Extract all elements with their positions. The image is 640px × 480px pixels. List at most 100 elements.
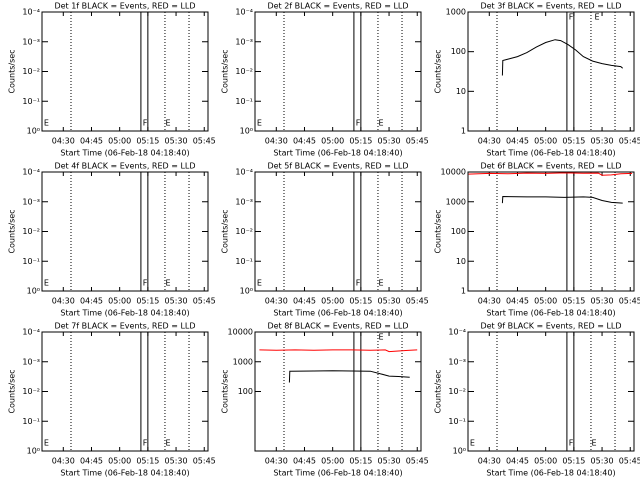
y-tick-label: 10⁰ [240, 287, 253, 296]
x-tick-label: 05:45 [193, 297, 216, 306]
plot-frame [467, 11, 635, 132]
panel-title: Det 6f BLACK = Events, RED = LLD [480, 162, 621, 171]
plot-frame [41, 11, 209, 132]
event-marker: E [165, 439, 170, 448]
x-tick-label: 04:30 [478, 297, 501, 306]
x-tick-label: 05:30 [378, 137, 401, 146]
event-marker: E [591, 439, 596, 448]
x-tick-label: 05:30 [165, 457, 188, 466]
x-tick-label: 04:30 [265, 137, 288, 146]
x-axis-label: Start Time (06-Feb-18 04:18:40) [273, 149, 402, 158]
y-axis-label: Counts/sec [8, 209, 17, 253]
x-tick-label: 04:30 [478, 137, 501, 146]
x-tick-label: 05:00 [108, 457, 131, 466]
x-axis-label: Start Time (06-Feb-18 04:18:40) [60, 469, 189, 478]
y-tick-label: 10⁻² [448, 387, 466, 396]
x-tick-label: 05:00 [534, 297, 557, 306]
x-tick-label: 05:15 [562, 457, 585, 466]
event-marker: F [356, 119, 361, 128]
event-marker: E [594, 13, 599, 22]
x-tick-label: 05:30 [378, 297, 401, 306]
x-tick-label: 04:45 [506, 297, 529, 306]
y-tick-label: 1000 [446, 8, 466, 17]
plot-frame [41, 331, 209, 452]
y-tick-label: 10⁻¹ [235, 97, 253, 106]
event-marker: E [470, 439, 475, 448]
panel: Det 1f BLACK = Events, RED = LLD Start Ti… [8, 2, 216, 158]
y-tick-label: 10 [456, 87, 466, 96]
x-tick-label: 04:45 [80, 457, 103, 466]
event-marker: E [257, 279, 262, 288]
panel-title: Det 3f BLACK = Events, RED = LLD [480, 2, 621, 11]
x-axis-label: Start Time (06-Feb-18 04:18:40) [60, 309, 189, 318]
x-tick-label: 05:30 [165, 137, 188, 146]
data-line [501, 195, 623, 204]
y-tick-label: 10⁻² [235, 227, 253, 236]
y-tick-label: 10⁻² [22, 67, 40, 76]
plot-frame [467, 331, 635, 452]
x-tick-label: 05:15 [349, 137, 372, 146]
panel: Det 2f BLACK = Events, RED = LLD Start Ti… [221, 2, 429, 158]
y-tick-label: 10⁰ [27, 127, 40, 136]
x-tick-label: 05:45 [619, 297, 640, 306]
y-tick-label: 10⁰ [27, 287, 40, 296]
panel: Det 7f BLACK = Events, RED = LLD Start Ti… [8, 322, 216, 478]
y-tick-label: 10⁻¹ [22, 417, 40, 426]
panel: Det 8f BLACK = Events, RED = LLD Start Ti… [221, 322, 429, 478]
x-tick-label: 05:15 [136, 297, 159, 306]
y-tick-label: 10⁻⁴ [235, 168, 253, 177]
y-tick-label: 1000 [233, 357, 253, 366]
event-marker: F [143, 279, 148, 288]
y-tick-label: 10⁻² [235, 67, 253, 76]
x-axis-label: Start Time (06-Feb-18 04:18:40) [273, 469, 402, 478]
x-tick-label: 05:45 [619, 457, 640, 466]
x-axis-label: Start Time (06-Feb-18 04:18:40) [486, 149, 615, 158]
panel-title: Det 1f BLACK = Events, RED = LLD [54, 2, 195, 11]
x-tick-label: 05:30 [591, 297, 614, 306]
data-line [259, 349, 418, 353]
panel: Det 3f BLACK = Events, RED = LLD Start Ti… [434, 2, 640, 158]
event-marker: E [257, 119, 262, 128]
y-tick-label: 10⁻³ [22, 357, 40, 366]
data-line [501, 39, 624, 76]
y-axis-label: Counts/sec [221, 49, 230, 93]
y-tick-label: 10000 [441, 168, 466, 177]
y-tick-label: 10⁻³ [448, 357, 466, 366]
x-tick-label: 05:00 [321, 137, 344, 146]
x-tick-label: 05:30 [378, 457, 401, 466]
y-axis-label: Counts/sec [434, 49, 443, 93]
x-tick-label: 04:45 [80, 137, 103, 146]
x-tick-label: 04:30 [265, 457, 288, 466]
x-axis-label: Start Time (06-Feb-18 04:18:40) [486, 309, 615, 318]
event-marker: F [569, 439, 574, 448]
panel-title: Det 9f BLACK = Events, RED = LLD [480, 322, 621, 331]
x-tick-label: 04:30 [52, 297, 75, 306]
y-tick-label: 100 [451, 47, 466, 56]
y-tick-label: 10⁰ [453, 447, 466, 456]
x-tick-label: 05:45 [406, 137, 429, 146]
panel: Det 5f BLACK = Events, RED = LLD Start Ti… [221, 162, 429, 318]
data-line [468, 172, 633, 176]
y-tick-label: 10⁻³ [22, 37, 40, 46]
panel-title: Det 8f BLACK = Events, RED = LLD [267, 322, 408, 331]
panel-title: Det 2f BLACK = Events, RED = LLD [267, 2, 408, 11]
x-tick-label: 05:00 [534, 457, 557, 466]
y-tick-label: 10 [456, 257, 466, 266]
x-tick-label: 05:30 [591, 457, 614, 466]
x-tick-label: 05:15 [562, 297, 585, 306]
y-tick-label: 10⁻¹ [448, 417, 466, 426]
x-tick-label: 05:00 [108, 297, 131, 306]
event-marker: F [143, 439, 148, 448]
event-marker: F [356, 279, 361, 288]
x-tick-label: 05:15 [349, 457, 372, 466]
event-marker: E [378, 333, 383, 342]
y-tick-label: 10⁻¹ [235, 257, 253, 266]
x-tick-label: 05:45 [193, 137, 216, 146]
event-marker: E [378, 279, 383, 288]
plot-frame [254, 171, 422, 292]
panel: Det 4f BLACK = Events, RED = LLD Start Ti… [8, 162, 216, 318]
y-axis-label: Counts/sec [434, 209, 443, 253]
panel-title: Det 5f BLACK = Events, RED = LLD [267, 162, 408, 171]
x-tick-label: 04:45 [506, 137, 529, 146]
x-tick-label: 04:45 [293, 137, 316, 146]
